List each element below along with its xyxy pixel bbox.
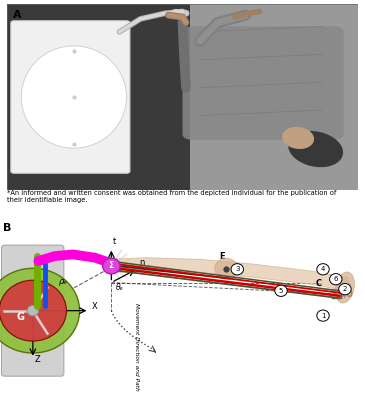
Polygon shape xyxy=(110,258,350,298)
Text: n: n xyxy=(139,258,145,267)
Text: 4: 4 xyxy=(321,266,325,272)
Text: X: X xyxy=(91,302,97,311)
Circle shape xyxy=(231,264,243,275)
Ellipse shape xyxy=(288,131,343,167)
FancyBboxPatch shape xyxy=(1,245,64,376)
FancyBboxPatch shape xyxy=(7,4,189,190)
Text: E: E xyxy=(219,252,224,261)
FancyBboxPatch shape xyxy=(189,4,358,190)
Ellipse shape xyxy=(21,46,126,148)
Circle shape xyxy=(317,264,329,275)
Text: *An informed and written consent was obtained from the depicted individual for t: *An informed and written consent was obt… xyxy=(7,190,337,203)
FancyBboxPatch shape xyxy=(182,26,344,140)
Text: θₑ: θₑ xyxy=(116,283,123,292)
Circle shape xyxy=(103,258,120,274)
Ellipse shape xyxy=(282,127,314,149)
Ellipse shape xyxy=(335,272,354,303)
Text: B: B xyxy=(3,223,11,233)
Text: ρₑ: ρₑ xyxy=(58,277,67,286)
Text: A: A xyxy=(12,10,21,20)
Circle shape xyxy=(0,280,66,341)
Text: 6: 6 xyxy=(334,276,338,282)
Text: S,O: S,O xyxy=(339,290,353,300)
Circle shape xyxy=(330,274,342,285)
Circle shape xyxy=(339,284,351,295)
Text: 2: 2 xyxy=(343,286,347,292)
Circle shape xyxy=(275,285,287,296)
Text: C: C xyxy=(316,279,322,288)
Text: Z: Z xyxy=(35,355,41,364)
Text: Movement Direction and Path: Movement Direction and Path xyxy=(134,303,139,391)
FancyBboxPatch shape xyxy=(11,21,130,173)
Text: 5: 5 xyxy=(279,288,283,294)
Text: G: G xyxy=(16,312,24,322)
Text: 1: 1 xyxy=(321,313,325,319)
Circle shape xyxy=(27,305,39,316)
Text: 3: 3 xyxy=(235,266,239,272)
Circle shape xyxy=(215,258,238,279)
Text: Σ: Σ xyxy=(109,261,114,270)
Circle shape xyxy=(0,268,80,353)
Text: t: t xyxy=(113,237,116,246)
Circle shape xyxy=(317,310,329,321)
